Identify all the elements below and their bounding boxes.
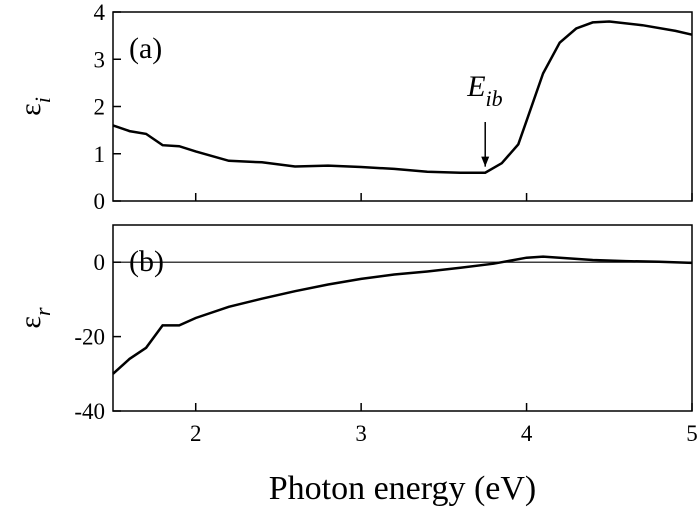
annotation: Eib [466, 70, 502, 111]
data-line [112, 20, 693, 174]
y-tick-label: 0 [94, 189, 106, 214]
y-label-symbol: ε [14, 103, 47, 116]
x-tick-label: 4 [521, 421, 533, 446]
y-tick-label: 2 [94, 95, 106, 120]
panel-label: (a) [129, 32, 162, 65]
y-label-symbol: ε [14, 316, 47, 329]
annotation-subscript: ib [486, 86, 503, 111]
panel-label: (b) [129, 245, 164, 278]
x-tick-label: 5 [686, 421, 698, 446]
y-tick-label: 0 [94, 250, 106, 275]
arrow-head [481, 156, 490, 167]
y-tick-label: -20 [74, 325, 105, 350]
y-tick-label: -40 [74, 399, 105, 424]
y-tick-label: 4 [94, 0, 106, 25]
y-axis-label: εr [14, 307, 55, 329]
y-tick-label: 3 [94, 47, 106, 72]
x-tick-label: 2 [190, 421, 202, 446]
y-label-subscript: r [30, 307, 55, 316]
data-line [112, 255, 693, 375]
annotation-text: E [466, 70, 485, 103]
y-axis-label: εi [14, 97, 55, 116]
x-tick-label: 3 [355, 421, 367, 446]
x-axis-label: Photon energy (eV) [269, 470, 537, 507]
y-label-subscript: i [30, 97, 55, 103]
plot-frame [112, 224, 693, 412]
y-tick-label: 1 [94, 142, 106, 167]
plot-frame [112, 11, 693, 202]
